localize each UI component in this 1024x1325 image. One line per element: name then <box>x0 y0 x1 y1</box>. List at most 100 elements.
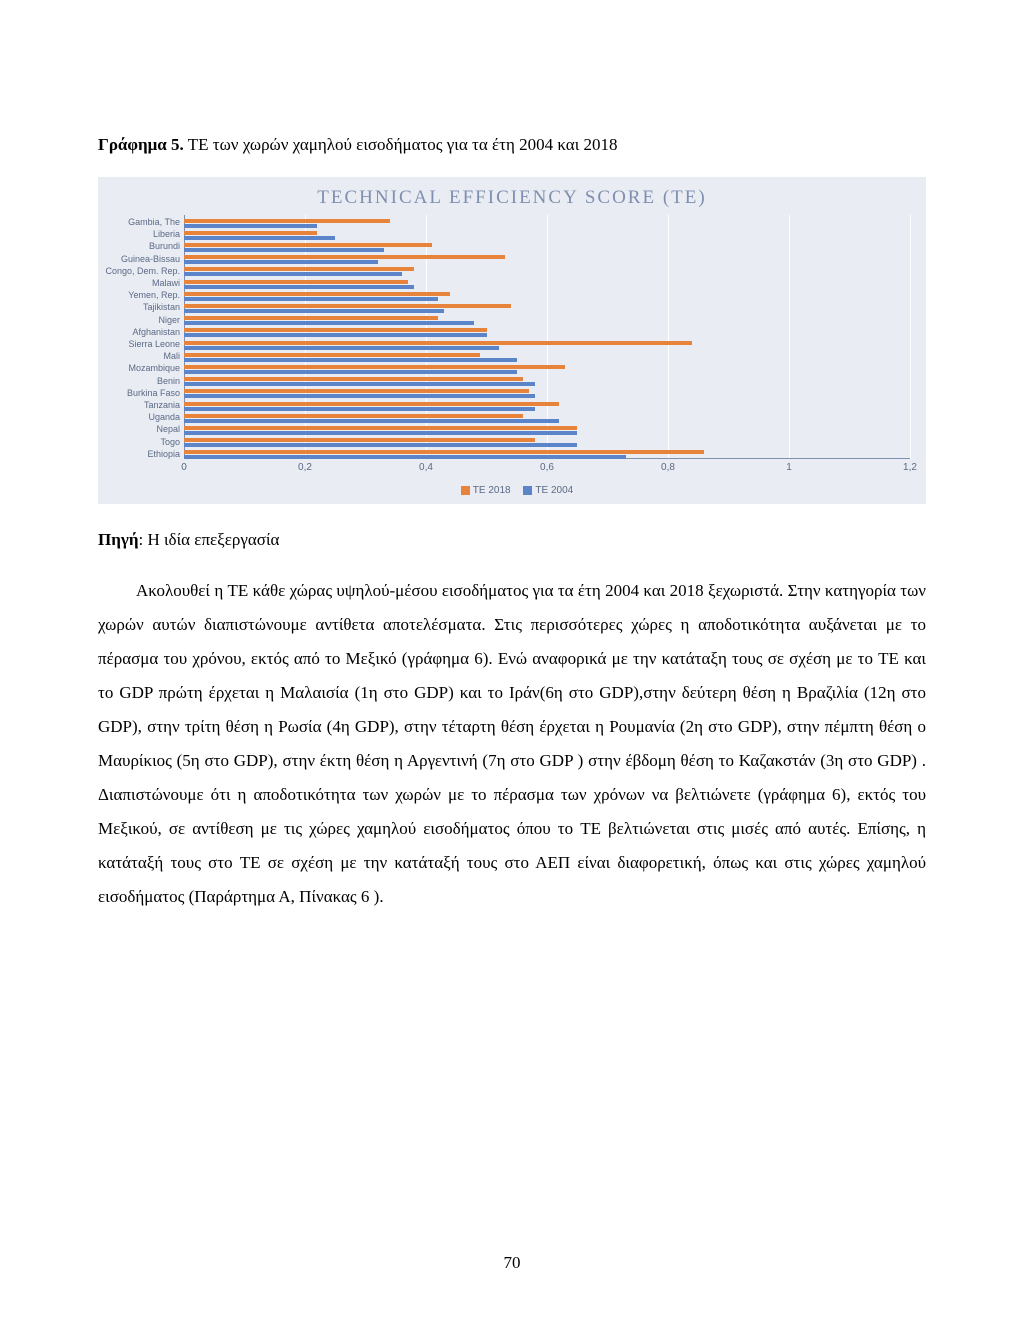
y-category-label: Uganda <box>102 413 180 422</box>
chart-legend: TE 2018 TE 2004 <box>104 485 920 496</box>
figure-caption: Γράφημα 5. ΤΕ των χωρών χαμηλού εισοδήμα… <box>98 135 926 155</box>
chart-plot: 00,20,40,60,811,2Gambia, TheLiberiaBurun… <box>104 213 920 483</box>
chart-row: Mozambique <box>184 363 910 375</box>
chart-row: Benin <box>184 376 910 388</box>
y-category-label: Yemen, Rep. <box>102 291 180 300</box>
y-category-label: Malawi <box>102 279 180 288</box>
bar-te2004 <box>184 309 444 313</box>
x-tick-label: 0,6 <box>540 462 554 473</box>
bar-te2004 <box>184 333 487 337</box>
bar-te2004 <box>184 236 335 240</box>
y-category-label: Mozambique <box>102 364 180 373</box>
y-category-label: Liberia <box>102 230 180 239</box>
bar-te2018 <box>184 280 408 284</box>
bar-te2018 <box>184 438 535 442</box>
bar-te2018 <box>184 377 523 381</box>
bar-te2018 <box>184 450 704 454</box>
bar-te2004 <box>184 224 317 228</box>
chart-row: Tajikistan <box>184 302 910 314</box>
x-tick-label: 1,2 <box>903 462 917 473</box>
plot-area: 00,20,40,60,811,2Gambia, TheLiberiaBurun… <box>184 215 910 483</box>
bar-te2018 <box>184 365 565 369</box>
bar-te2004 <box>184 297 438 301</box>
y-category-label: Burkina Faso <box>102 389 180 398</box>
bar-te2004 <box>184 285 414 289</box>
bar-te2018 <box>184 243 432 247</box>
chart-row: Gambia, The <box>184 217 910 229</box>
bar-te2018 <box>184 231 317 235</box>
chart-row: Ethiopia <box>184 449 910 461</box>
chart-row: Sierra Leone <box>184 339 910 351</box>
y-category-label: Niger <box>102 316 180 325</box>
y-category-label: Togo <box>102 438 180 447</box>
chart-row: Nepal <box>184 424 910 436</box>
x-tick-label: 0,2 <box>298 462 312 473</box>
y-category-label: Congo, Dem. Rep. <box>102 267 180 276</box>
body-paragraph: Ακολουθεί η TE κάθε χώρας υψηλού-μέσου ε… <box>98 574 926 914</box>
bar-te2004 <box>184 394 535 398</box>
y-category-label: Mali <box>102 352 180 361</box>
y-category-label: Afghanistan <box>102 328 180 337</box>
x-tick-label: 0,8 <box>661 462 675 473</box>
chart-row: Malawi <box>184 278 910 290</box>
chart-row: Togo <box>184 437 910 449</box>
bar-te2018 <box>184 402 559 406</box>
bar-te2004 <box>184 370 517 374</box>
x-tick-label: 1 <box>786 462 792 473</box>
chart-row: Congo, Dem. Rep. <box>184 266 910 278</box>
bar-te2018 <box>184 426 577 430</box>
bar-te2018 <box>184 328 487 332</box>
bar-te2004 <box>184 443 577 447</box>
grid-line <box>910 215 911 459</box>
bar-te2018 <box>184 353 480 357</box>
bar-te2004 <box>184 455 626 459</box>
chart-row: Yemen, Rep. <box>184 290 910 302</box>
bar-te2018 <box>184 304 511 308</box>
chart-row: Tanzania <box>184 400 910 412</box>
y-category-label: Gambia, The <box>102 218 180 227</box>
bar-te2018 <box>184 292 450 296</box>
bar-te2004 <box>184 358 517 362</box>
bar-te2018 <box>184 219 390 223</box>
bar-te2004 <box>184 272 402 276</box>
bar-te2018 <box>184 267 414 271</box>
y-category-label: Ethiopia <box>102 450 180 459</box>
chart-row: Liberia <box>184 229 910 241</box>
legend-label-2004: TE 2004 <box>535 485 573 496</box>
chart-row: Guinea-Bissau <box>184 254 910 266</box>
bar-te2004 <box>184 419 559 423</box>
bar-te2004 <box>184 407 535 411</box>
chart-row: Niger <box>184 315 910 327</box>
y-category-label: Burundi <box>102 242 180 251</box>
y-category-label: Sierra Leone <box>102 340 180 349</box>
y-category-label: Benin <box>102 377 180 386</box>
y-category-label: Tanzania <box>102 401 180 410</box>
x-tick-label: 0,4 <box>419 462 433 473</box>
bar-te2004 <box>184 431 577 435</box>
figure-caption-text: ΤΕ των χωρών χαμηλού εισοδήματος για τα … <box>184 135 618 154</box>
legend-swatch-2004 <box>523 486 532 495</box>
chart-row: Mali <box>184 351 910 363</box>
bar-te2004 <box>184 321 474 325</box>
legend-label-2018: TE 2018 <box>473 485 511 496</box>
legend-swatch-2018 <box>461 486 470 495</box>
page-number: 70 <box>0 1253 1024 1273</box>
chart-title: TECHNICAL EFFICIENCY SCORE (TE) <box>104 187 920 209</box>
y-category-label: Tajikistan <box>102 303 180 312</box>
figure-caption-label: Γράφημα 5. <box>98 135 184 154</box>
source-line: Πηγή: Η ιδία επεξεργασία <box>98 530 926 550</box>
bar-te2004 <box>184 260 378 264</box>
bar-te2004 <box>184 382 535 386</box>
bar-te2018 <box>184 341 692 345</box>
y-category-label: Guinea-Bissau <box>102 255 180 264</box>
bar-te2018 <box>184 414 523 418</box>
chart-row: Uganda <box>184 412 910 424</box>
bar-te2018 <box>184 389 529 393</box>
chart-row: Burkina Faso <box>184 388 910 400</box>
x-tick-label: 0 <box>181 462 187 473</box>
bar-te2004 <box>184 248 384 252</box>
bar-te2018 <box>184 255 505 259</box>
y-category-label: Nepal <box>102 425 180 434</box>
chart-row: Afghanistan <box>184 327 910 339</box>
bar-te2018 <box>184 316 438 320</box>
